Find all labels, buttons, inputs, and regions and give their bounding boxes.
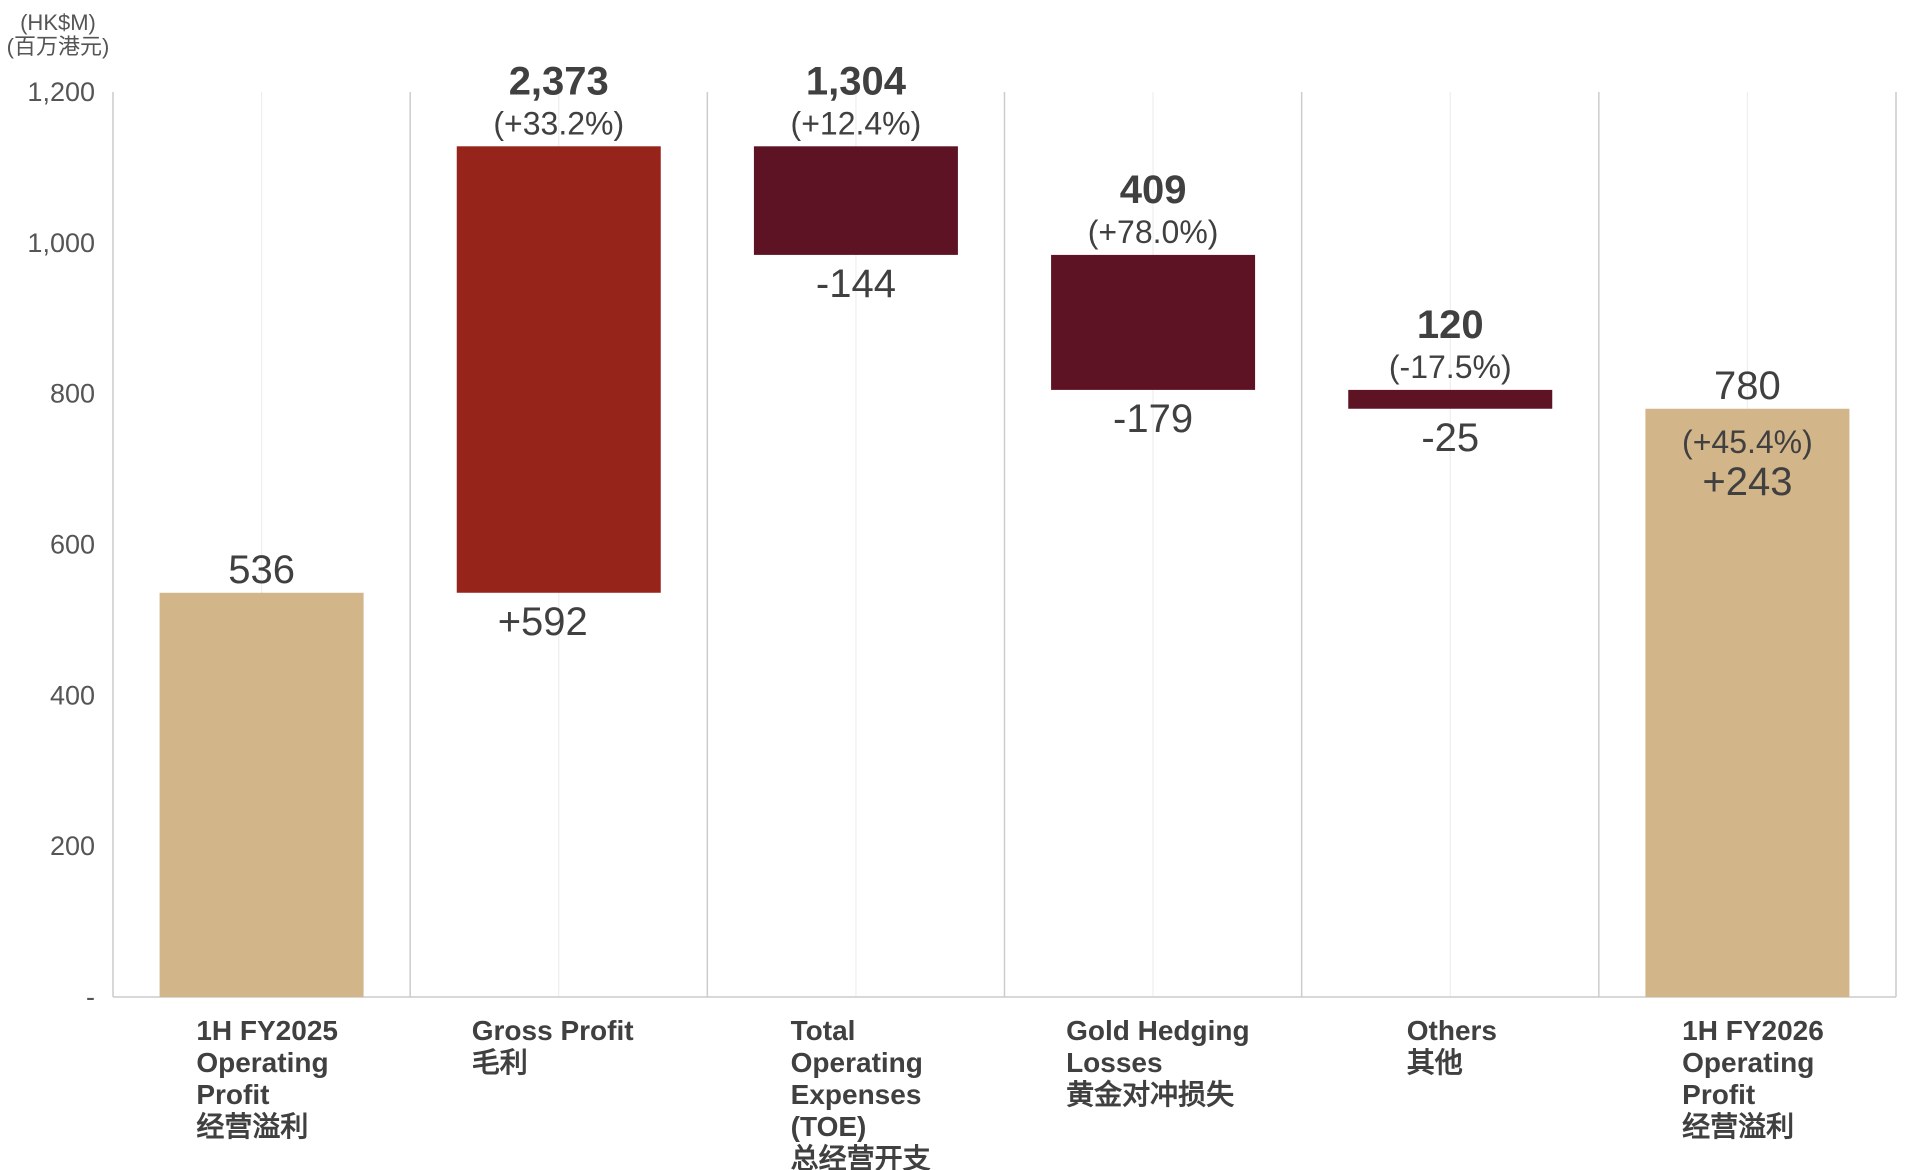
category-label-line: (TOE) bbox=[791, 1111, 867, 1142]
bar-total bbox=[1645, 408, 1850, 997]
unit-label: (HK$M)(百万港元) bbox=[7, 10, 110, 59]
bar-percent-label: (+12.4%) bbox=[791, 105, 922, 141]
category-label-line: 1H FY2026 bbox=[1682, 1015, 1824, 1046]
category-label-line: Operating bbox=[1682, 1047, 1814, 1078]
bar-delta-label: -25 bbox=[1421, 416, 1479, 460]
category-label: Total Operating Expenses (TOE)总经营开支 bbox=[791, 1015, 931, 1170]
category-label-line: 1H FY2025 bbox=[196, 1015, 338, 1046]
bar-percent-label: (+78.0%) bbox=[1088, 214, 1219, 250]
bar-percent-label: (+45.4%) bbox=[1682, 424, 1813, 460]
bar-percent-label: (-17.5%) bbox=[1389, 349, 1512, 385]
bar-delta-label: -179 bbox=[1113, 397, 1193, 441]
bar-value-label: 409 bbox=[1120, 168, 1187, 212]
y-axis-ticks: - 200 400 600 800 1,000 1,200 bbox=[27, 77, 95, 1012]
bar-value-label: 1,304 bbox=[806, 59, 907, 103]
unit-label-line: (HK$M) bbox=[20, 10, 96, 35]
category-label: 1H FY2026 Operating Profit 经营溢利 bbox=[1682, 1015, 1824, 1142]
category-label-line: 经营溢利 bbox=[196, 1110, 308, 1142]
category-label-line: Total bbox=[791, 1015, 856, 1046]
category-label-line: Gold Hedging bbox=[1066, 1015, 1250, 1046]
category-label-line: 毛利 bbox=[472, 1047, 528, 1078]
bar-total bbox=[159, 592, 364, 997]
category-label: Gross Profit 毛利 bbox=[472, 1015, 634, 1078]
category-label: 1H FY2025 Operating Profit 经营溢利 bbox=[196, 1015, 338, 1142]
y-tick-label: 600 bbox=[50, 530, 95, 560]
y-tick-label: 800 bbox=[50, 379, 95, 409]
bar-percent-label: (+33.2%) bbox=[493, 105, 624, 141]
category-label-line: Operating bbox=[196, 1047, 328, 1078]
bar-delta-label: +243 bbox=[1702, 460, 1792, 504]
y-tick-label: 1,200 bbox=[27, 77, 95, 107]
bar-decrease bbox=[1051, 254, 1256, 390]
bars bbox=[159, 146, 1850, 997]
y-tick-label: 400 bbox=[50, 680, 95, 710]
bar-value-label: 120 bbox=[1417, 303, 1484, 347]
y-tick-label: 200 bbox=[50, 831, 95, 861]
bar-increase bbox=[456, 146, 661, 593]
category-label: Others 其他 bbox=[1407, 1015, 1497, 1078]
bar-delta-label: +592 bbox=[498, 600, 588, 644]
category-label-line: 总经营开支 bbox=[791, 1142, 931, 1170]
y-tick-label: - bbox=[86, 982, 95, 1012]
category-label-line: Profit bbox=[196, 1079, 269, 1110]
bar-value-label: 536 bbox=[228, 548, 295, 592]
category-label-line: 经营溢利 bbox=[1682, 1110, 1794, 1142]
bar-decrease bbox=[1348, 389, 1553, 409]
bar-value-label: 780 bbox=[1714, 364, 1781, 408]
bar-value-label: 2,373 bbox=[509, 59, 609, 103]
category-label-line: 其他 bbox=[1407, 1047, 1463, 1078]
bar-delta-label: -144 bbox=[816, 262, 896, 306]
category-label-line: 黄金对冲损失 bbox=[1066, 1078, 1235, 1110]
y-tick-label: 1,000 bbox=[27, 228, 95, 258]
category-label: Gold Hedging Losses 黄金对冲损失 bbox=[1066, 1015, 1250, 1110]
category-label-line: Others bbox=[1407, 1015, 1497, 1046]
category-label-line: Expenses bbox=[791, 1079, 922, 1110]
category-label-line: Profit bbox=[1682, 1079, 1755, 1110]
bar-decrease bbox=[753, 146, 958, 255]
gridlines bbox=[112, 92, 1897, 998]
category-label-line: Losses bbox=[1066, 1047, 1163, 1078]
category-label-line: Operating bbox=[791, 1047, 923, 1078]
category-label-line: Gross Profit bbox=[472, 1015, 634, 1046]
unit-label-line: (百万港元) bbox=[7, 34, 110, 59]
data-labels: 536 (+33.2%)2,373 +592 (+12.4%)1,304 -144 (+7… bbox=[228, 59, 1813, 643]
